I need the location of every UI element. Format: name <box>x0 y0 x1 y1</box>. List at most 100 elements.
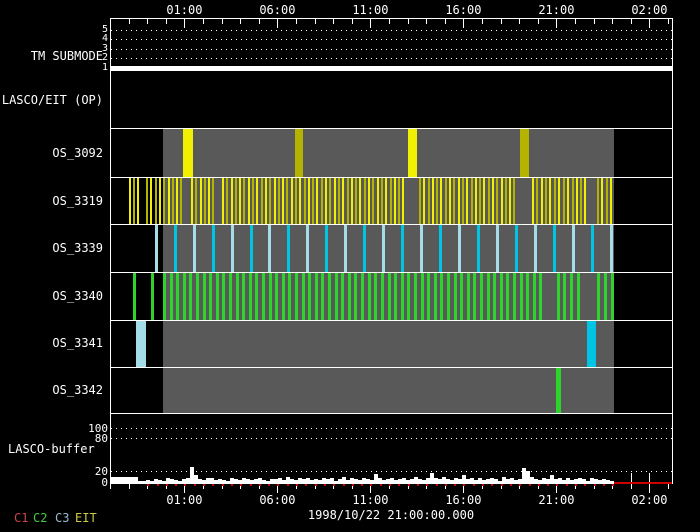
buffer-histogram-bar <box>205 477 210 482</box>
top-axis-tick <box>612 18 614 24</box>
top-axis-tick <box>463 18 465 28</box>
os-activity-bar <box>486 273 490 320</box>
os-activity-bar <box>418 178 421 224</box>
os-activity-bar <box>342 178 345 224</box>
os-activity-bar <box>603 273 607 320</box>
top-axis-tick-label: 01:00 <box>166 3 203 17</box>
os-activity-bar <box>333 178 336 224</box>
buffer-halfhour-mark <box>537 484 540 486</box>
buffer-histogram-bar <box>357 480 362 482</box>
bottom-axis-tick <box>537 484 539 489</box>
tm-submode-scale-tick: 2 <box>101 52 108 63</box>
buffer-histogram-bar <box>457 479 462 482</box>
os-activity-bar <box>539 273 543 320</box>
buffer-histogram-bar <box>273 479 278 482</box>
row-label-os-3339: OS_3339 <box>52 241 103 255</box>
top-axis-tick <box>482 18 483 24</box>
tm-submode-gridline <box>111 58 672 59</box>
os-activity-bar <box>368 178 371 224</box>
os-activity-bar <box>290 178 293 224</box>
row-label-os-3341: OS_3341 <box>52 336 103 350</box>
buffer-histogram-bar <box>533 478 538 482</box>
bottom-axis-tick <box>351 484 353 489</box>
plot-frame-left <box>110 18 111 484</box>
bottom-axis-tick <box>407 484 409 489</box>
os-activity-bar <box>609 178 612 224</box>
buffer-halfhour-mark <box>147 484 150 486</box>
top-axis-tick <box>351 18 353 24</box>
buffer-halfhour-mark <box>463 484 466 486</box>
top-axis-tick <box>630 18 632 24</box>
buffer-histogram-bar <box>441 477 446 482</box>
bottom-axis-tick <box>277 484 279 493</box>
buffer-ytick-label: 100 <box>88 421 108 435</box>
buffer-histogram-bar <box>517 478 522 482</box>
buffer-halfhour-mark <box>426 484 429 486</box>
buffer-histogram-bar <box>153 478 158 482</box>
buffer-histogram-bar <box>293 479 298 482</box>
os-activity-bar <box>169 273 173 320</box>
buffer-histogram-bar <box>325 479 330 482</box>
os-activity-bar <box>222 273 226 320</box>
buffer-histogram-bar <box>497 480 502 482</box>
top-axis-line <box>110 18 672 19</box>
top-axis-tick <box>370 18 372 28</box>
top-axis-tick <box>240 18 242 24</box>
os-activity-bar <box>235 273 239 320</box>
buffer-histogram-bar <box>505 479 510 482</box>
buffer-histogram-bar <box>509 478 514 482</box>
os-activity-bar <box>252 178 255 224</box>
buffer-histogram-bar <box>433 477 438 482</box>
os-activity-bar <box>493 273 497 320</box>
os-activity-bar <box>575 178 578 224</box>
buffer-histogram-bar <box>397 479 402 482</box>
buffer-histogram-bar <box>213 479 218 482</box>
os-activity-bar <box>609 225 613 272</box>
top-axis-tick <box>519 18 521 24</box>
os-activity-bar <box>367 273 371 320</box>
os-activity-bar <box>167 178 170 224</box>
bottom-axis-tick <box>240 484 242 489</box>
top-axis-tick <box>389 18 390 24</box>
activity-gray-band <box>163 129 615 177</box>
buffer-histogram-bar <box>161 480 166 482</box>
bottom-axis-tick <box>668 484 669 489</box>
os-activity-bar <box>563 273 567 320</box>
buffer-histogram-bar <box>585 480 590 482</box>
activity-gray-band <box>163 368 615 413</box>
os-activity-bar <box>312 178 315 224</box>
os-activity-bar <box>316 178 319 224</box>
os-activity-bar <box>374 273 378 320</box>
os-activity-bar <box>479 273 483 320</box>
os-activity-bar <box>182 273 186 320</box>
tm-submode-gridline <box>111 39 672 40</box>
bottom-axis-tick <box>221 484 223 489</box>
os-activity-bar <box>515 225 519 272</box>
top-axis-tick <box>165 18 167 24</box>
top-axis-tick <box>147 18 149 24</box>
buffer-histogram-bar <box>437 479 442 482</box>
os-activity-bar <box>557 178 560 224</box>
buffer-halfhour-mark <box>342 484 345 486</box>
os-activity-bar <box>249 225 253 272</box>
buffer-ytick-label: 80 <box>94 432 108 446</box>
bottom-axis-tick <box>519 484 521 489</box>
os-activity-bar <box>519 273 523 320</box>
buffer-halfhour-mark <box>370 484 373 486</box>
row-border <box>110 320 672 321</box>
os-activity-bar <box>190 178 193 224</box>
os-activity-bar <box>427 178 430 224</box>
buffer-histogram-bar <box>229 477 234 482</box>
buffer-histogram-bar <box>193 474 198 482</box>
buffer-halfhour-mark <box>407 484 410 486</box>
buffer-halfhour-mark <box>351 484 354 486</box>
buffer-halfhour-mark <box>528 484 531 486</box>
buffer-halfhour-mark <box>258 484 261 486</box>
bottom-axis-tick <box>165 484 167 489</box>
row-border <box>110 177 672 178</box>
top-axis-tick <box>277 18 279 28</box>
buffer-halfhour-mark <box>612 484 615 486</box>
buffer-histogram-bar <box>453 478 458 482</box>
buffer-histogram-bar <box>133 476 138 482</box>
legend-item-c3: C3 <box>55 511 70 525</box>
